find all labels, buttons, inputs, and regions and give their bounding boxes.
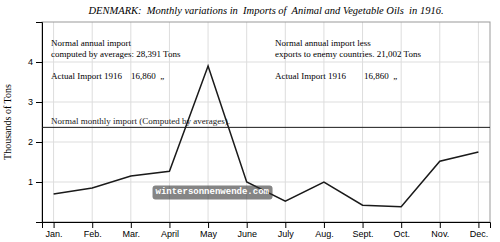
data-line bbox=[54, 66, 479, 207]
x-tick: Nov. bbox=[431, 222, 449, 239]
x-tick-mark bbox=[363, 222, 364, 228]
x-tick-label: May bbox=[200, 229, 218, 239]
grid-line-y bbox=[42, 142, 490, 143]
annotation: Actual Import 1916 16,860 „ bbox=[275, 71, 397, 81]
grid-line-x bbox=[439, 22, 440, 222]
y-tick: 4 bbox=[28, 57, 42, 67]
y-tick-mark bbox=[36, 102, 42, 103]
watermark-box bbox=[153, 185, 273, 199]
y-tick-mark bbox=[36, 142, 42, 143]
y-tick-mark bbox=[36, 182, 42, 183]
x-tick-mark bbox=[247, 222, 248, 228]
x-tick: Mar. bbox=[123, 222, 141, 239]
y-tick: 3 bbox=[28, 97, 42, 107]
grid bbox=[42, 22, 490, 222]
annotation: Normal annual import less bbox=[275, 38, 371, 48]
x-axis: Jan. Feb. Mar. April May June July Aug. Sept. Oct… bbox=[43, 222, 491, 239]
x-tick-label: Nov. bbox=[431, 229, 449, 239]
grid-line-y bbox=[42, 62, 490, 63]
y-tick-label: 4 bbox=[28, 57, 33, 67]
y-axis-title: Thousands of Tons bbox=[2, 84, 13, 160]
x-tick-mark bbox=[169, 222, 170, 228]
x-tick: Feb. bbox=[84, 222, 102, 239]
x-tick-label: July bbox=[278, 229, 295, 239]
x-tick-mark bbox=[324, 222, 325, 228]
plot: 1 2 3 4 Jan. Feb. Mar. April May June July Aug. Sept… bbox=[28, 22, 491, 239]
title: DENMARK: Monthly variations in Imports o… bbox=[87, 5, 443, 16]
x-tick: July bbox=[278, 222, 295, 239]
x-tick-label: Oct. bbox=[393, 229, 410, 239]
y-tick: 2 bbox=[28, 137, 42, 147]
x-tick-label: Aug. bbox=[315, 229, 334, 239]
x-tick-label: Feb. bbox=[84, 229, 102, 239]
x-tick: Dec. bbox=[470, 222, 489, 239]
x-tick: Sept. bbox=[353, 222, 374, 239]
reference-line bbox=[42, 127, 490, 128]
x-tick-mark bbox=[285, 222, 286, 228]
x-tick-mark bbox=[401, 222, 402, 228]
x-tick: April bbox=[161, 222, 179, 239]
x-tick-mark bbox=[478, 222, 479, 228]
watermark: wintersonnenwende.com bbox=[153, 185, 273, 199]
annotation: computed by averages: 28,391 Tons bbox=[51, 49, 181, 59]
x-tick-label: Jan. bbox=[46, 229, 63, 239]
grid-line-y bbox=[42, 102, 490, 103]
grid-line-x bbox=[478, 22, 479, 222]
y-tick-label: 2 bbox=[28, 137, 33, 147]
x-tick-mark bbox=[131, 222, 132, 228]
x-tick-label: Mar. bbox=[123, 229, 141, 239]
y-axis: 1 2 3 4 bbox=[28, 23, 43, 223]
x-tick-mark bbox=[54, 222, 55, 228]
annotation: exports to enemy countries. 21,002 Tons bbox=[275, 49, 421, 59]
annotation: Actual Import 1916 16,860 „ bbox=[51, 71, 164, 81]
plot-frame bbox=[42, 22, 490, 222]
annotations: Normal monthly import (Computed by avera… bbox=[51, 38, 421, 199]
x-tick: June bbox=[237, 222, 257, 239]
x-tick-label: Dec. bbox=[470, 229, 489, 239]
x-axis-line bbox=[43, 223, 491, 229]
y-tick: 1 bbox=[28, 177, 42, 187]
y-tick-label: 3 bbox=[28, 97, 33, 107]
y-tick-label: 1 bbox=[28, 177, 33, 187]
x-tick-mark bbox=[208, 222, 209, 228]
x-tick-label: Sept. bbox=[353, 229, 374, 239]
chart: 1 2 3 4 Jan. Feb. Mar. April May June July Aug. Sept… bbox=[0, 0, 500, 242]
reference-label: Normal monthly import (Computed by avera… bbox=[51, 116, 230, 126]
x-tick: Oct. bbox=[393, 222, 410, 239]
x-tick-label: April bbox=[161, 229, 179, 239]
marks bbox=[42, 66, 490, 207]
y-tick-mark bbox=[36, 62, 42, 63]
x-tick-label: June bbox=[237, 229, 257, 239]
y-axis-line bbox=[36, 23, 43, 223]
x-tick: Jan. bbox=[46, 222, 63, 239]
x-tick: May bbox=[200, 222, 218, 239]
watermark-text: wintersonnenwende.com bbox=[156, 187, 270, 197]
x-tick: Aug. bbox=[315, 222, 334, 239]
x-tick-mark bbox=[440, 222, 441, 228]
x-tick-mark bbox=[92, 222, 93, 228]
annotation: Normal annual import bbox=[51, 38, 131, 48]
